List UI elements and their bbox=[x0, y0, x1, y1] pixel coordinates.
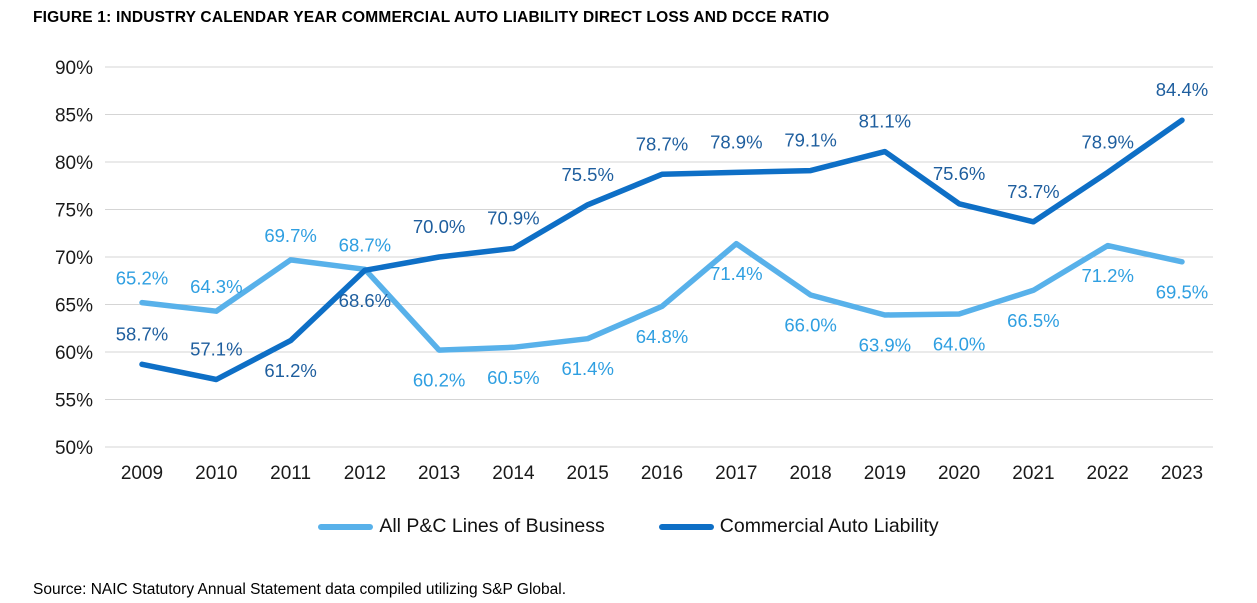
data-label-commercial-auto-liability: 70.9% bbox=[487, 207, 539, 228]
source-note: Source: NAIC Statutory Annual Statement … bbox=[33, 581, 567, 598]
x-axis-tick-label: 2021 bbox=[1012, 463, 1054, 484]
data-label-all-pc-lines: 64.3% bbox=[190, 276, 242, 297]
x-axis-tick-label: 2017 bbox=[715, 463, 757, 484]
series-line-commercial-auto-liability bbox=[139, 117, 1185, 383]
data-label-commercial-auto-liability: 68.6% bbox=[339, 290, 391, 311]
x-axis-tick-label: 2011 bbox=[270, 463, 311, 484]
figure-title: FIGURE 1: INDUSTRY CALENDAR YEAR COMMERC… bbox=[33, 9, 830, 26]
y-axis-tick-label: 55% bbox=[55, 391, 93, 412]
x-axis-tick-label: 2013 bbox=[418, 463, 460, 484]
y-axis-tick-label: 90% bbox=[55, 58, 93, 79]
legend-item-commercial-auto: Commercial Auto Liability bbox=[658, 515, 939, 538]
y-axis-tick-label: 75% bbox=[55, 201, 93, 222]
data-label-all-pc-lines: 63.9% bbox=[859, 335, 911, 356]
data-label-all-pc-lines: 64.0% bbox=[933, 334, 985, 355]
data-label-commercial-auto-liability: 73.7% bbox=[1007, 181, 1059, 202]
x-axis-tick-label: 2023 bbox=[1161, 463, 1203, 484]
data-label-commercial-auto-liability: 78.9% bbox=[1081, 131, 1133, 152]
data-label-all-pc-lines: 69.7% bbox=[264, 225, 316, 246]
data-label-commercial-auto-liability: 58.7% bbox=[116, 323, 168, 344]
data-label-commercial-auto-liability: 57.1% bbox=[190, 339, 242, 360]
y-axis-tick-label: 85% bbox=[55, 106, 93, 127]
data-label-all-pc-lines: 69.5% bbox=[1156, 281, 1208, 302]
data-label-commercial-auto-liability: 79.1% bbox=[784, 130, 836, 151]
legend: All P&C Lines of Business Commercial Aut… bbox=[0, 515, 1257, 538]
y-axis-tick-label: 50% bbox=[55, 438, 93, 459]
x-axis-tick-label: 2022 bbox=[1087, 463, 1129, 484]
line-chart: 50% 55% 60% 65% 70% 75% 80% 85% 90% 2009 2010 2011 2… bbox=[55, 58, 1213, 484]
x-axis-tick-label: 2016 bbox=[641, 463, 683, 484]
x-axis-tick-label: 2015 bbox=[567, 463, 609, 484]
y-axis-tick-label: 70% bbox=[55, 248, 93, 269]
x-axis-tick-label: 2012 bbox=[344, 463, 386, 484]
x-axis-tick-label: 2009 bbox=[121, 463, 163, 484]
legend-label-commercial-auto: Commercial Auto Liability bbox=[719, 515, 939, 537]
data-label-commercial-auto-liability: 78.7% bbox=[636, 133, 688, 154]
x-axis-tick-label: 2014 bbox=[492, 463, 535, 484]
data-label-commercial-auto-liability: 61.2% bbox=[264, 360, 316, 381]
legend-label-all-pc: All P&C Lines of Business bbox=[379, 515, 605, 537]
x-axis-tick-label: 2010 bbox=[195, 463, 237, 484]
series-line-all-pc-lines bbox=[139, 240, 1185, 353]
data-label-commercial-auto-liability: 84.4% bbox=[1156, 79, 1208, 100]
data-label-all-pc-lines: 60.5% bbox=[487, 367, 539, 388]
data-label-all-pc-lines: 60.2% bbox=[413, 370, 465, 391]
legend-item-all-pc: All P&C Lines of Business bbox=[318, 515, 605, 538]
y-axis-tick-label: 80% bbox=[55, 153, 93, 174]
data-label-all-pc-lines: 61.4% bbox=[561, 358, 613, 379]
data-label-all-pc-lines: 68.7% bbox=[339, 234, 391, 255]
data-label-commercial-auto-liability: 75.5% bbox=[561, 164, 613, 185]
data-label-all-pc-lines: 65.2% bbox=[116, 268, 168, 289]
y-axis-tick-label: 65% bbox=[55, 296, 93, 317]
x-axis-tick-label: 2020 bbox=[938, 463, 980, 484]
data-label-all-pc-lines: 66.5% bbox=[1007, 310, 1059, 331]
data-label-commercial-auto-liability: 70.0% bbox=[413, 216, 465, 237]
legend-swatch-commercial-auto bbox=[658, 523, 714, 530]
data-label-commercial-auto-liability: 78.9% bbox=[710, 131, 762, 152]
legend-swatch-all-pc bbox=[318, 523, 374, 530]
data-label-all-pc-lines: 66.0% bbox=[784, 315, 836, 336]
data-label-all-pc-lines: 71.2% bbox=[1081, 265, 1133, 286]
data-label-commercial-auto-liability: 81.1% bbox=[859, 111, 911, 132]
data-label-commercial-auto-liability: 75.6% bbox=[933, 163, 985, 184]
data-label-all-pc-lines: 64.8% bbox=[636, 326, 688, 347]
x-axis-tick-label: 2018 bbox=[789, 463, 831, 484]
y-axis-tick-label: 60% bbox=[55, 343, 93, 364]
data-label-all-pc-lines: 71.4% bbox=[710, 263, 762, 284]
x-axis-tick-label: 2019 bbox=[864, 463, 906, 484]
